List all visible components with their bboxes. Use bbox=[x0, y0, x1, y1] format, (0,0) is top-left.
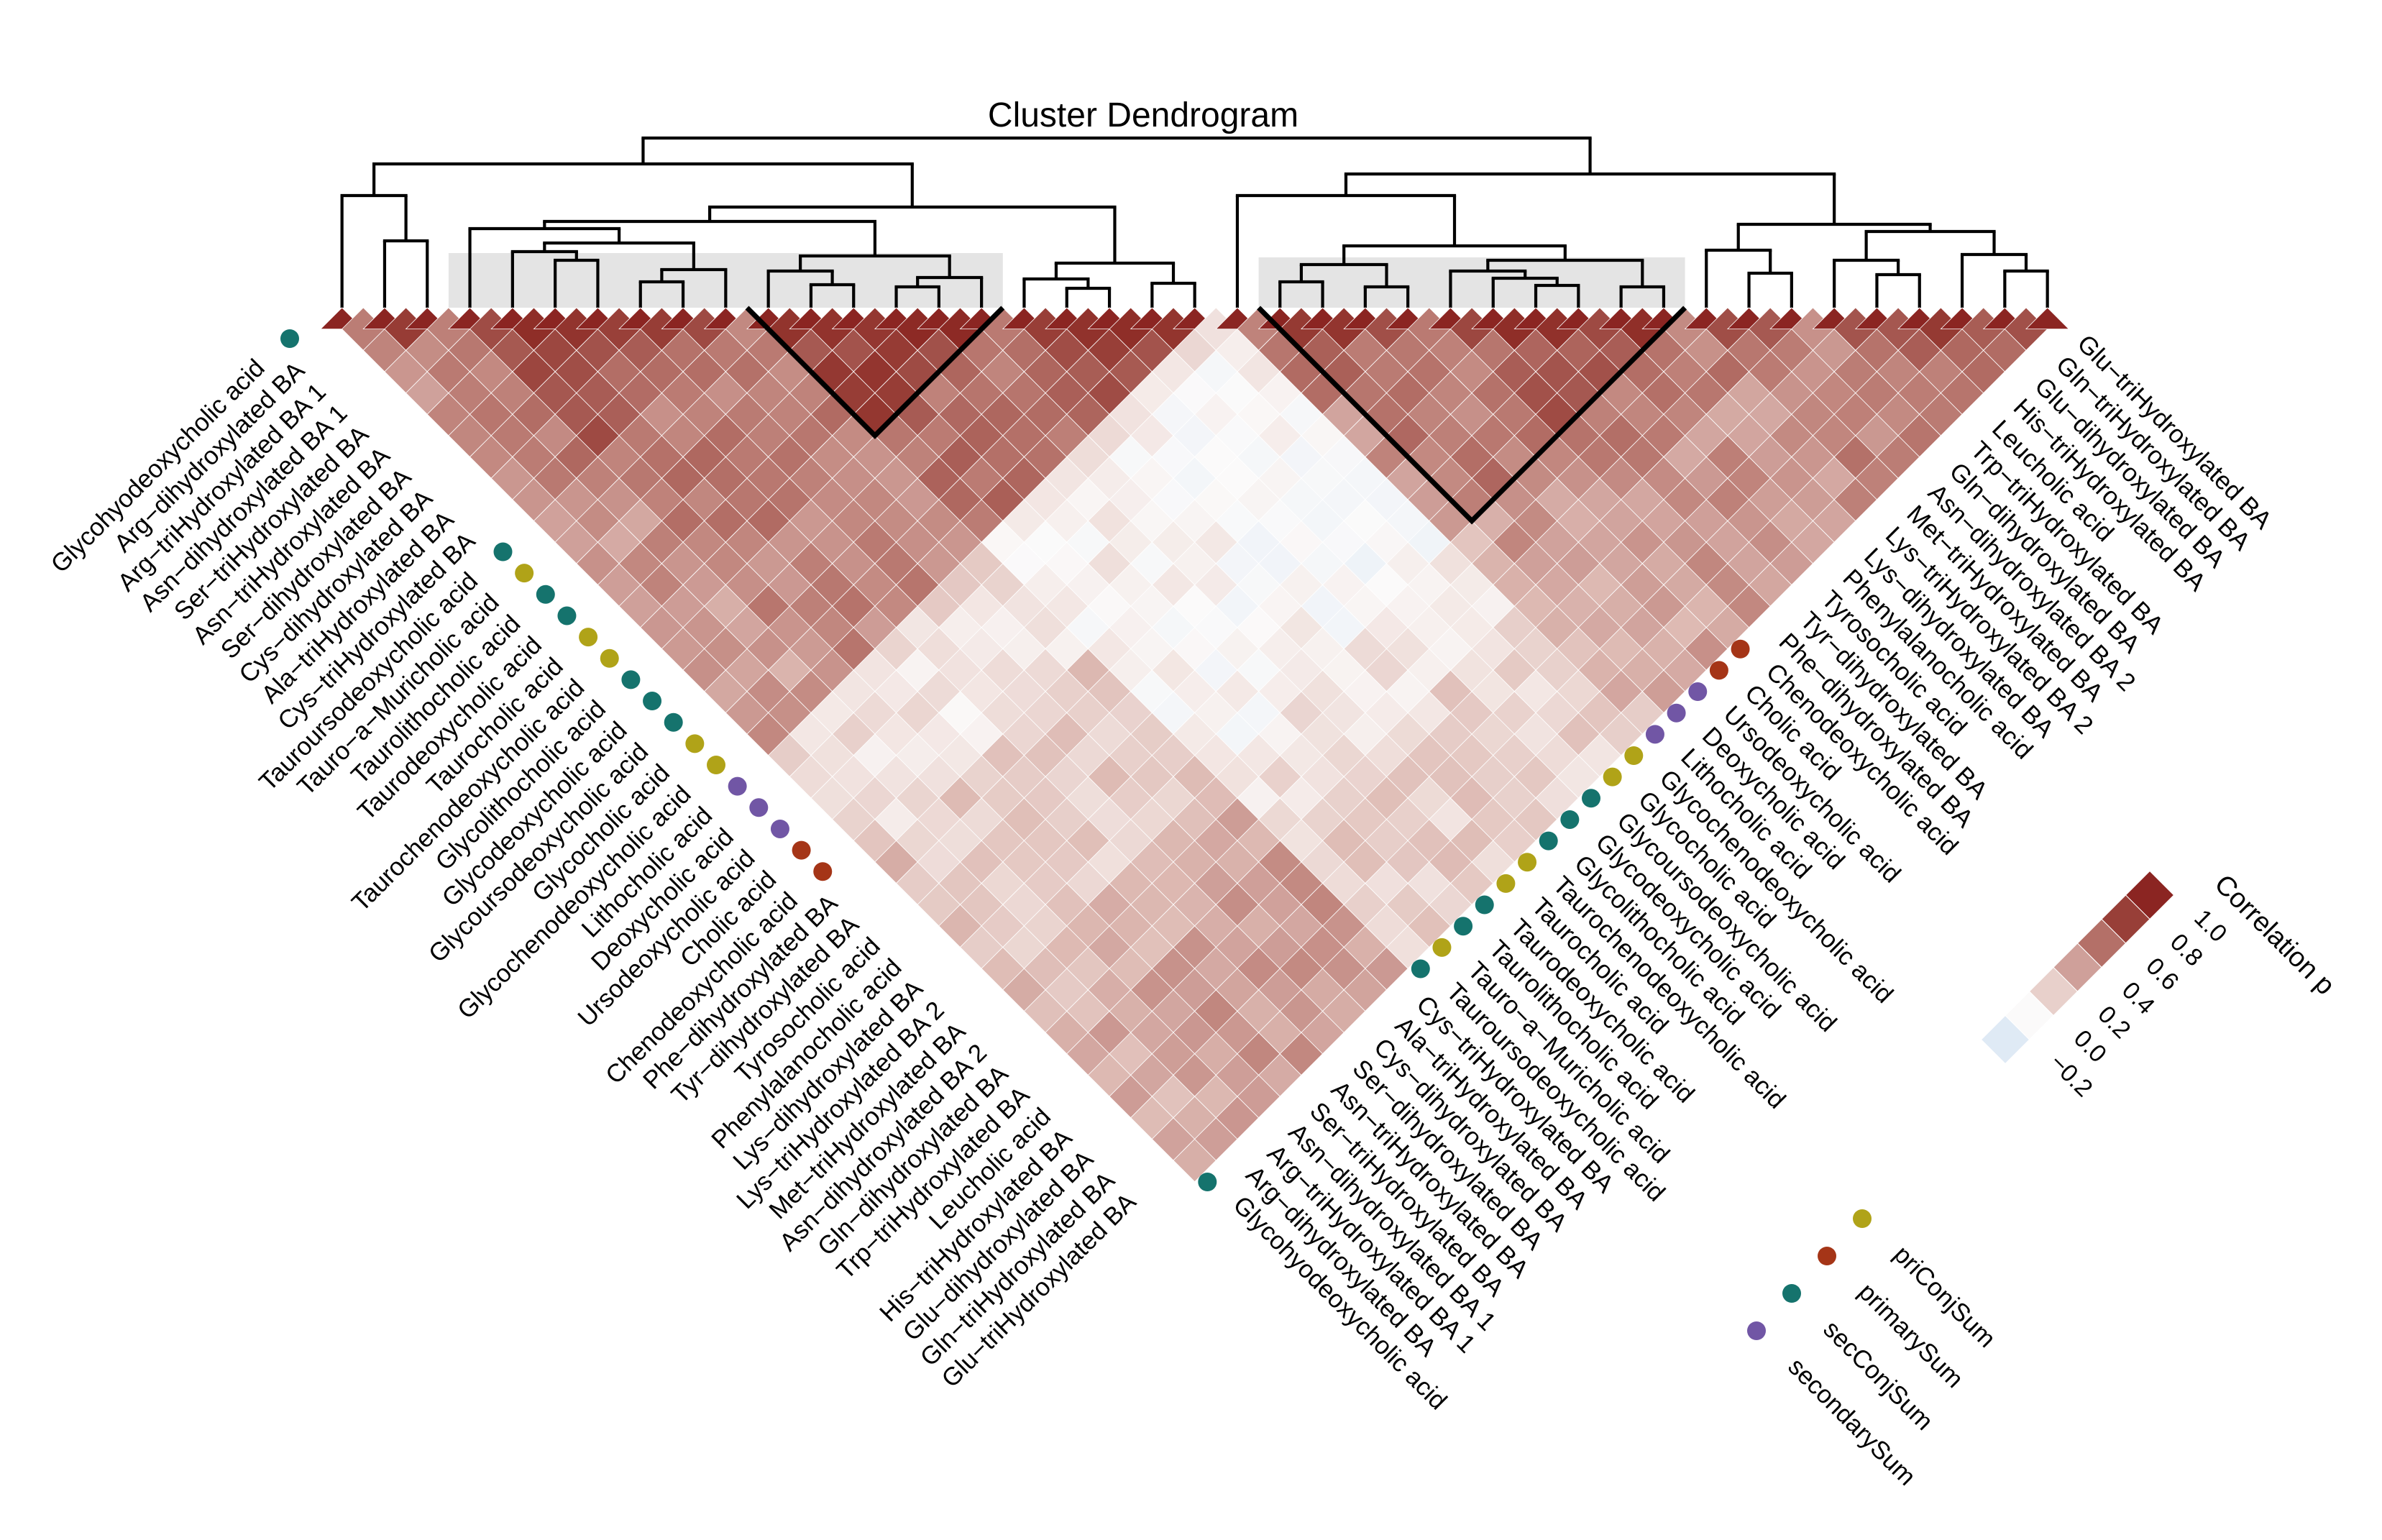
category-dot-secConjSum bbox=[536, 585, 555, 604]
row-labels-left: Glycohyodeoxycholic acidArg−dihydroxylat… bbox=[45, 354, 1142, 1393]
legend-dot-priConjSum bbox=[1853, 1209, 1872, 1228]
category-dot-primarySum bbox=[1709, 661, 1728, 680]
colorbar: 1.00.80.60.40.20.0−0.2 Correlation p bbox=[1980, 869, 2341, 1102]
legend-dot-secConjSum bbox=[1782, 1284, 1801, 1303]
category-dot-secondarySum bbox=[1688, 682, 1708, 702]
category-dot-secConjSum bbox=[1198, 1173, 1217, 1191]
category-dot-secondarySum bbox=[1667, 703, 1686, 723]
category-dot-secConjSum bbox=[1454, 917, 1473, 936]
category-dot-priConjSum bbox=[685, 734, 705, 753]
page-title: Cluster Dendrogram bbox=[988, 96, 1298, 134]
category-dot-secConjSum bbox=[280, 329, 299, 348]
category-dot-primarySum bbox=[792, 840, 811, 860]
category-dot-priConjSum bbox=[1496, 874, 1516, 893]
heatmap-cell-diagonal bbox=[2025, 307, 2070, 330]
category-dot-secConjSum bbox=[1411, 959, 1430, 978]
category-dot-priConjSum bbox=[1432, 938, 1452, 957]
category-dot-priConjSum bbox=[1518, 853, 1537, 872]
category-dot-priConjSum bbox=[707, 756, 725, 774]
legend-dot-primarySum bbox=[1818, 1247, 1836, 1265]
legend-label: secondarySum bbox=[1782, 1352, 1921, 1491]
colorbar-ticks: 1.00.80.60.40.20.0−0.2 bbox=[2044, 904, 2232, 1102]
colorbar-cells bbox=[1980, 870, 2175, 1065]
category-dots bbox=[280, 329, 1750, 1191]
cluster-triangles bbox=[745, 306, 1687, 525]
category-dot-secConjSum bbox=[1539, 831, 1558, 851]
legend-dot-secondarySum bbox=[1747, 1321, 1766, 1340]
cluster-outline-triangle bbox=[745, 306, 1005, 439]
category-dot-priConjSum bbox=[515, 564, 534, 583]
category-dot-secConjSum bbox=[643, 692, 662, 711]
category-dot-secConjSum bbox=[1475, 895, 1494, 915]
category-dot-primarySum bbox=[813, 862, 833, 881]
category-dot-secConjSum bbox=[664, 712, 683, 732]
category-dot-secondarySum bbox=[749, 798, 769, 817]
category-dot-secConjSum bbox=[1560, 810, 1580, 829]
heatmap bbox=[320, 307, 2070, 1183]
category-dot-secondarySum bbox=[770, 819, 789, 838]
colorbar-cell bbox=[1980, 1014, 2030, 1065]
category-dot-secConjSum bbox=[493, 542, 513, 562]
category-dot-priConjSum bbox=[1624, 746, 1644, 765]
category-dot-secondarySum bbox=[1645, 725, 1664, 744]
cluster-outline-triangle bbox=[1257, 306, 1687, 525]
category-dot-secondarySum bbox=[728, 776, 747, 796]
category-dot-secConjSum bbox=[557, 606, 577, 625]
category-dot-secConjSum bbox=[1582, 789, 1600, 808]
category-dot-priConjSum bbox=[1603, 767, 1622, 787]
category-legend: priConjSumprimarySumsecConjSumsecondaryS… bbox=[1747, 1209, 2001, 1491]
category-dot-priConjSum bbox=[579, 628, 598, 647]
colorbar-title: Correlation p bbox=[2209, 869, 2341, 1002]
dendrogram bbox=[340, 136, 2049, 308]
category-dot-secConjSum bbox=[621, 670, 641, 689]
category-dot-priConjSum bbox=[600, 648, 619, 668]
category-dot-primarySum bbox=[1731, 639, 1750, 659]
